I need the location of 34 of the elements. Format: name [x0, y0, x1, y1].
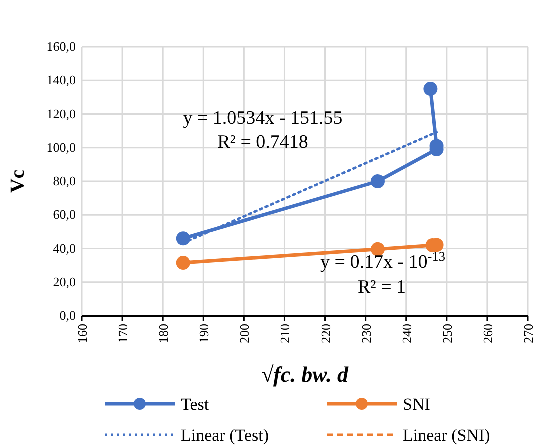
annotation: y = 1.0534x - 151.55 [183, 108, 343, 129]
x-axis-title: √fc. bw. d [261, 362, 350, 387]
annotation: R² = 0.7418 [218, 132, 308, 153]
legend-label: Linear (SNI) [403, 426, 490, 445]
x-tick-label: 220 [318, 324, 334, 344]
x-tick-label: 200 [237, 324, 252, 344]
y-tick-label: 120,0 [46, 106, 76, 122]
legend-label: SNI [403, 395, 431, 414]
y-tick-label: 140,0 [46, 72, 76, 88]
point [176, 256, 190, 270]
point [370, 174, 385, 188]
y-tick-label: 0,0 [60, 308, 76, 323]
annotation: y = 0.17x - 10$^{-13}$ [320, 248, 446, 273]
x-tick-label: 250 [440, 324, 455, 344]
x-tick-label: 190 [196, 324, 212, 344]
y-tick-label: 160,0 [46, 39, 76, 54]
x-tick-label: 240 [399, 324, 414, 344]
x-tick-label: 170 [116, 324, 131, 344]
x-tick-label: 270 [521, 324, 536, 344]
y-tick-label: 60,0 [53, 207, 76, 222]
x-tick-label: 180 [156, 324, 172, 344]
y-tick-label: 40,0 [53, 240, 76, 256]
y-tick-label: 20,0 [53, 274, 76, 290]
x-tick-label: 230 [358, 324, 374, 344]
x-tick-label: 210 [278, 324, 293, 344]
y-axis-title: Vc [7, 170, 29, 194]
y-tick-label: 80,0 [53, 174, 76, 188]
y-tick-label: 100,0 [46, 140, 76, 155]
x-tick-label: 160 [75, 324, 90, 344]
legend-label: Test [181, 395, 210, 414]
point [424, 82, 438, 96]
annotation: R² = 1 [358, 277, 406, 298]
legend-label: Linear (Test) [181, 426, 270, 445]
x-tick-label: 260 [480, 324, 496, 344]
